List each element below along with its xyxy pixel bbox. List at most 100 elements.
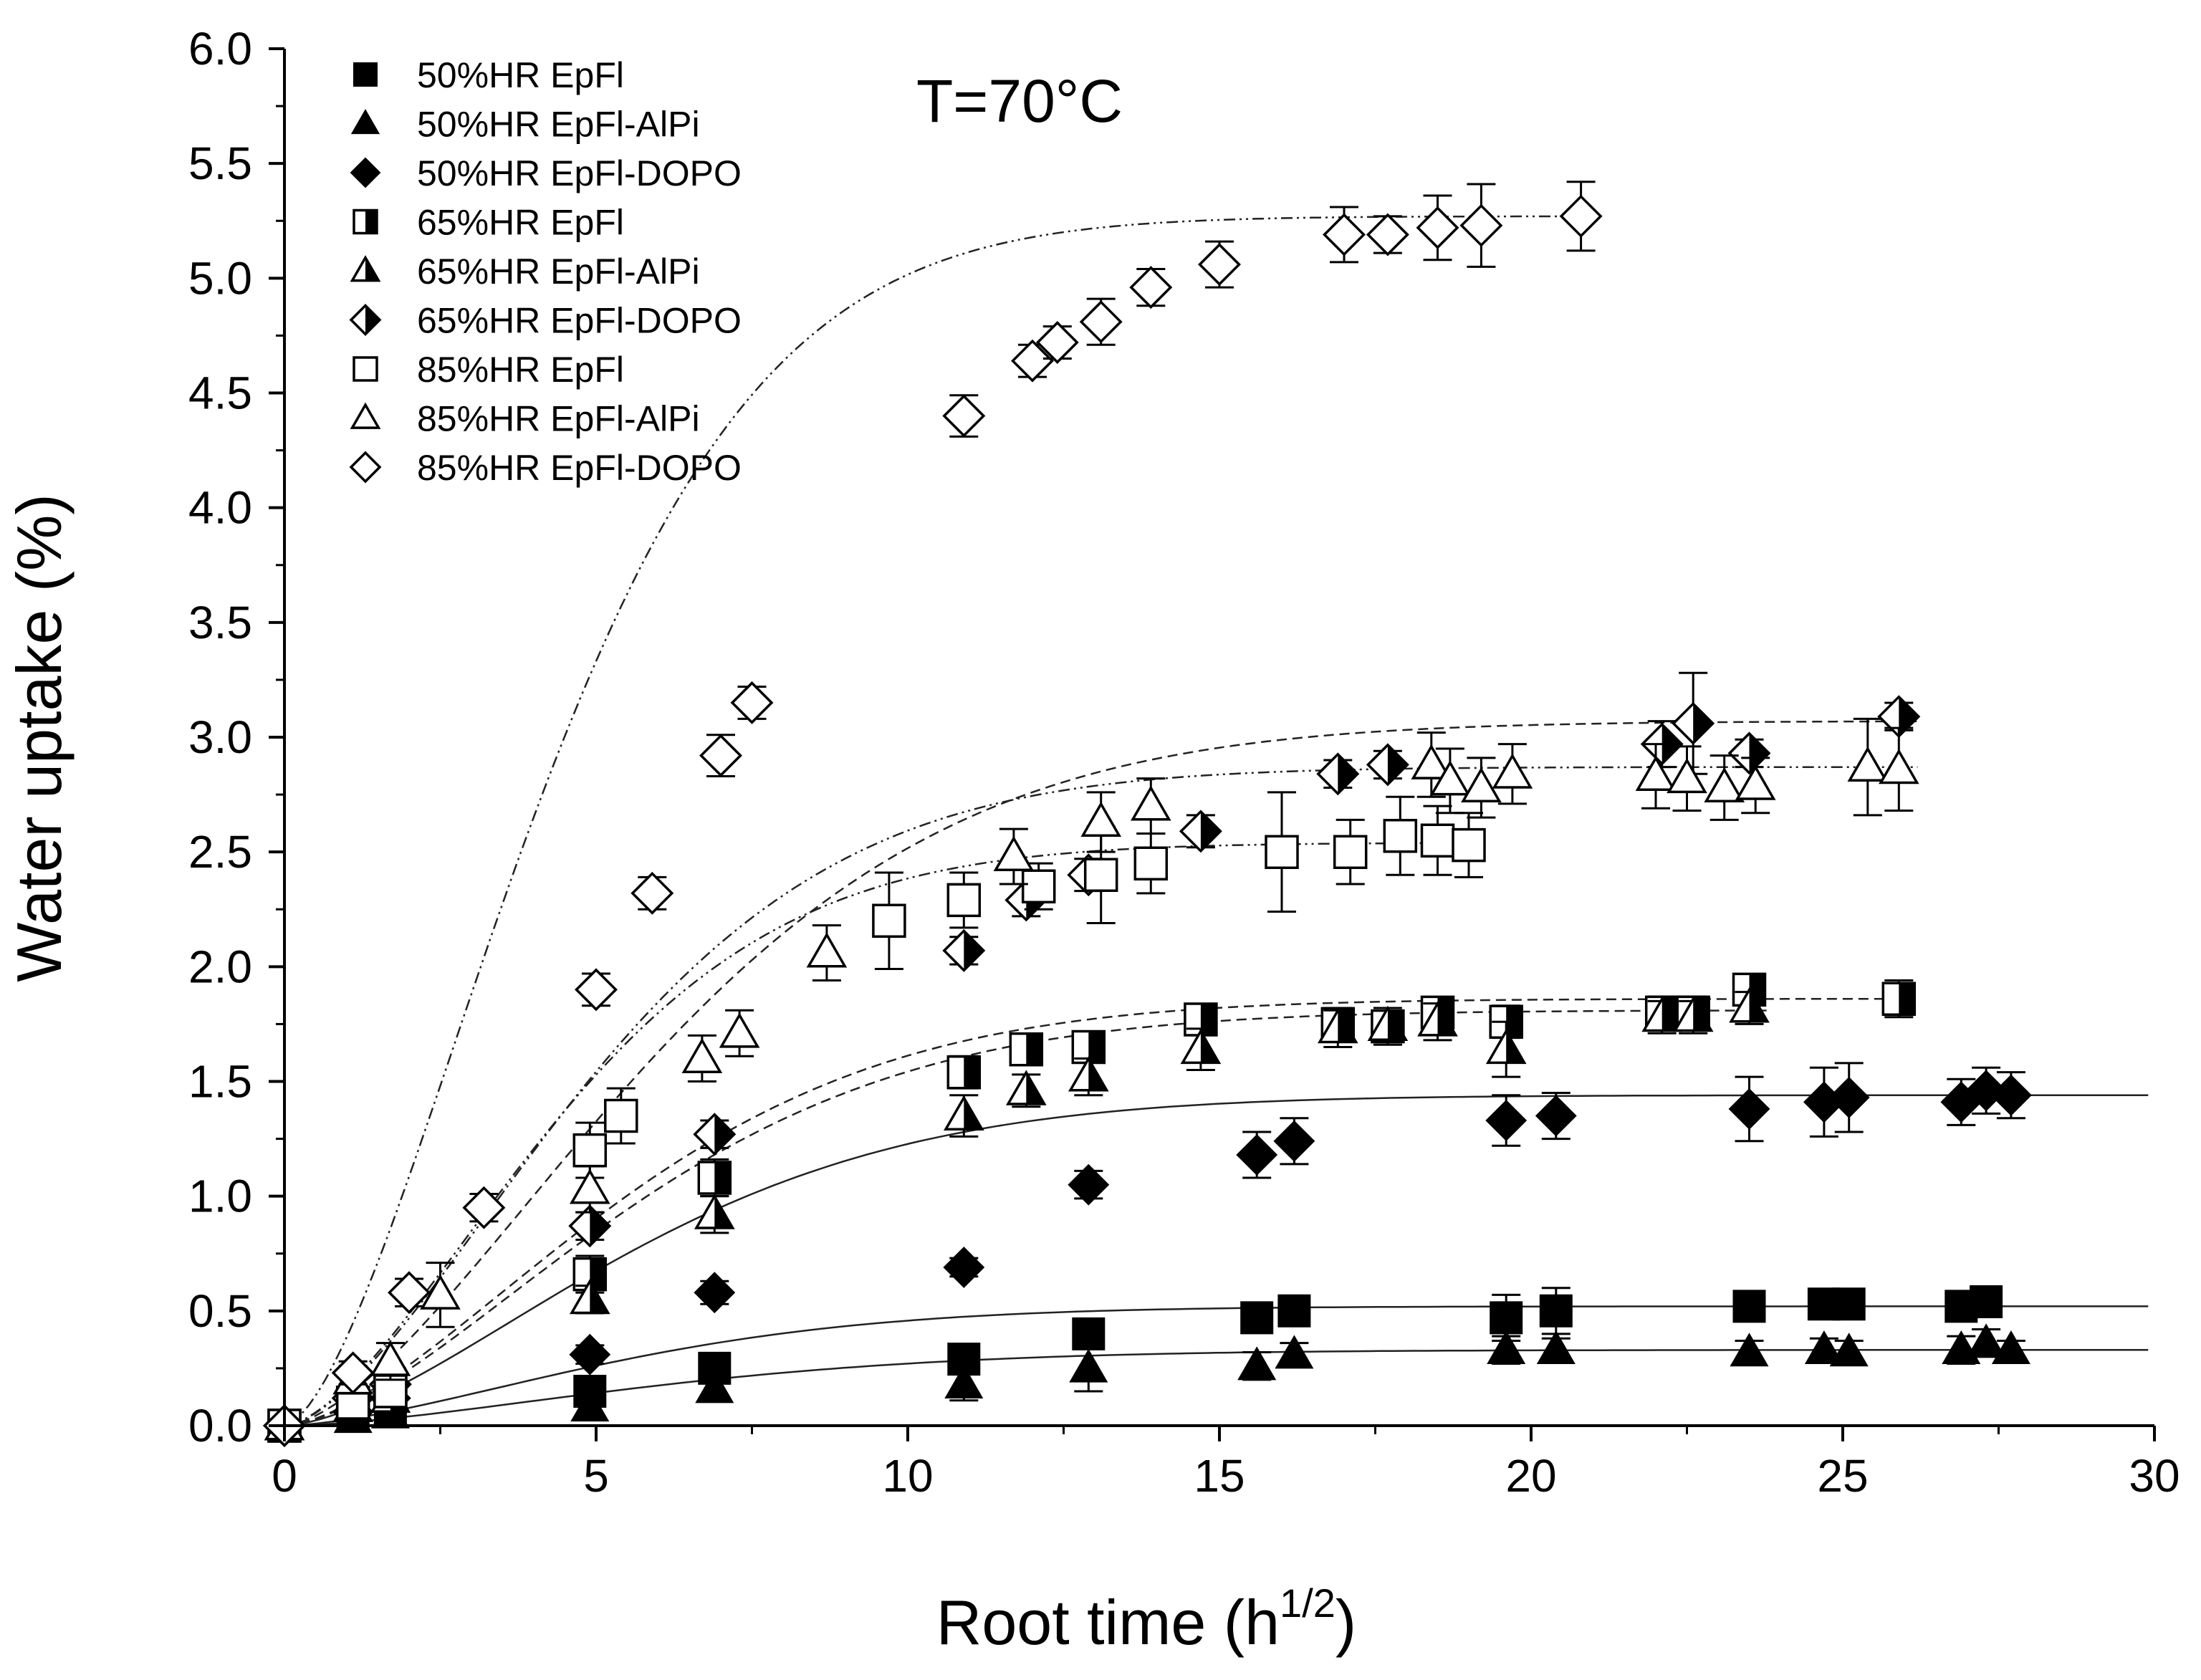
data-point — [604, 1098, 638, 1133]
data-point — [695, 1369, 734, 1403]
data-point — [1317, 1007, 1358, 1044]
series-3 — [264, 1062, 2032, 1446]
data-point — [1539, 1294, 1573, 1328]
data-point — [1417, 1001, 1458, 1037]
data-point — [1068, 1163, 1110, 1206]
data-point — [1021, 869, 1056, 903]
y-tick-label: 5.5 — [188, 138, 252, 189]
data-point — [1490, 1301, 1523, 1335]
fit-curve-6 — [284, 720, 1918, 1427]
y-tick-label: 0.0 — [188, 1400, 252, 1451]
y-tick-label: 2.5 — [188, 826, 252, 878]
data-point — [1129, 266, 1173, 309]
data-point — [1184, 1002, 1218, 1037]
data-point — [1829, 1333, 1869, 1367]
data-point — [1198, 243, 1241, 287]
data-point — [943, 1247, 985, 1288]
data-point — [1878, 748, 1919, 784]
data-point — [1728, 1088, 1770, 1130]
data-point — [1009, 1032, 1044, 1067]
data-point — [1990, 1074, 2032, 1116]
data-point — [730, 681, 774, 724]
x-tick-label: 30 — [2129, 1450, 2180, 1502]
data-point — [1967, 1323, 2006, 1358]
legend-label-5: 65%HR EpFl-AlPi — [417, 251, 700, 292]
data-point — [694, 1194, 735, 1229]
x-ticks: 0 5 10 15 20 25 30 — [272, 1426, 2180, 1502]
data-point — [1411, 744, 1452, 779]
data-point — [1240, 1301, 1274, 1335]
data-point — [1635, 755, 1677, 791]
data-point — [1667, 757, 1707, 794]
data-point — [1729, 987, 1770, 1023]
y-tick-label: 6.0 — [188, 23, 252, 75]
fit-curve-9 — [284, 215, 1600, 1427]
data-point — [572, 1257, 608, 1292]
data-point — [694, 1272, 736, 1314]
data-point — [1535, 1095, 1577, 1137]
data-point — [1079, 300, 1123, 344]
data-point — [1727, 731, 1771, 775]
data-point — [370, 1340, 411, 1376]
data-point — [1265, 835, 1299, 869]
y-tick-label: 3.5 — [188, 597, 252, 648]
y-tick-label: 1.0 — [188, 1171, 252, 1222]
data-point — [568, 1204, 612, 1248]
data-point — [1069, 1348, 1108, 1383]
data-point — [1180, 1028, 1222, 1065]
y-tick-label: 4.5 — [188, 368, 252, 419]
data-point — [1804, 1330, 1843, 1364]
x-tick-label: 20 — [1505, 1450, 1556, 1502]
legend-marker-6 — [349, 304, 382, 336]
data-point — [572, 1133, 608, 1168]
data-point — [1035, 321, 1079, 364]
data-point — [1945, 1290, 1978, 1323]
data-point — [1672, 701, 1715, 745]
fit-curve-3 — [284, 1094, 2149, 1427]
data-point — [1383, 818, 1418, 853]
temperature-annotation: T=70°C — [916, 67, 1123, 135]
data-point — [1275, 1335, 1314, 1369]
data-point — [1179, 810, 1222, 853]
data-point — [1080, 801, 1122, 837]
data-point — [1133, 846, 1169, 880]
data-point — [569, 1168, 610, 1204]
data-point — [1970, 1285, 2003, 1318]
data-point — [1273, 1120, 1315, 1162]
data-point — [575, 968, 618, 1012]
data-point — [1485, 1028, 1527, 1065]
y-tick-label: 2.0 — [188, 941, 252, 992]
data-point — [1333, 835, 1368, 869]
data-point — [462, 1186, 506, 1229]
data-point — [420, 1274, 461, 1310]
data-point — [1068, 1056, 1109, 1092]
data-point — [1487, 1330, 1526, 1364]
x-axis-label: Root time (h1/2) — [936, 1580, 1356, 1658]
data-point — [1366, 213, 1409, 256]
x-tick-label: 0 — [272, 1450, 297, 1502]
data-point — [872, 903, 906, 939]
x-tick-label: 5 — [583, 1450, 609, 1502]
data-point — [1236, 1134, 1278, 1176]
x-axis-label-end: ) — [1336, 1587, 1356, 1658]
data-point — [1316, 752, 1360, 796]
data-point — [569, 1278, 610, 1315]
y-ticks: 0.0 0.5 1.0 1.5 2.0 2.5 3.0 3.5 4.0 4.5 5.0 5.5 6.0 — [188, 23, 284, 1451]
data-point — [1323, 213, 1366, 256]
data-point — [1071, 1029, 1106, 1065]
legend-marker-3 — [350, 157, 381, 188]
x-axis-label-sup: 1/2 — [1280, 1580, 1336, 1626]
legend-label-9: 85%HR EpFl-DOPO — [417, 448, 742, 488]
legend-label-4: 65%HR EpFl — [417, 203, 624, 243]
legend-marker-1 — [353, 62, 378, 87]
data-point — [942, 394, 986, 438]
data-point — [1732, 1290, 1766, 1323]
fit-curve-1 — [284, 1305, 2149, 1427]
data-point — [1641, 996, 1683, 1032]
data-point — [693, 1113, 737, 1156]
data-point — [1130, 785, 1171, 821]
data-point — [697, 1161, 732, 1195]
data-point — [1536, 1330, 1576, 1364]
legend-label-6: 65%HR EpFl-DOPO — [417, 301, 742, 341]
